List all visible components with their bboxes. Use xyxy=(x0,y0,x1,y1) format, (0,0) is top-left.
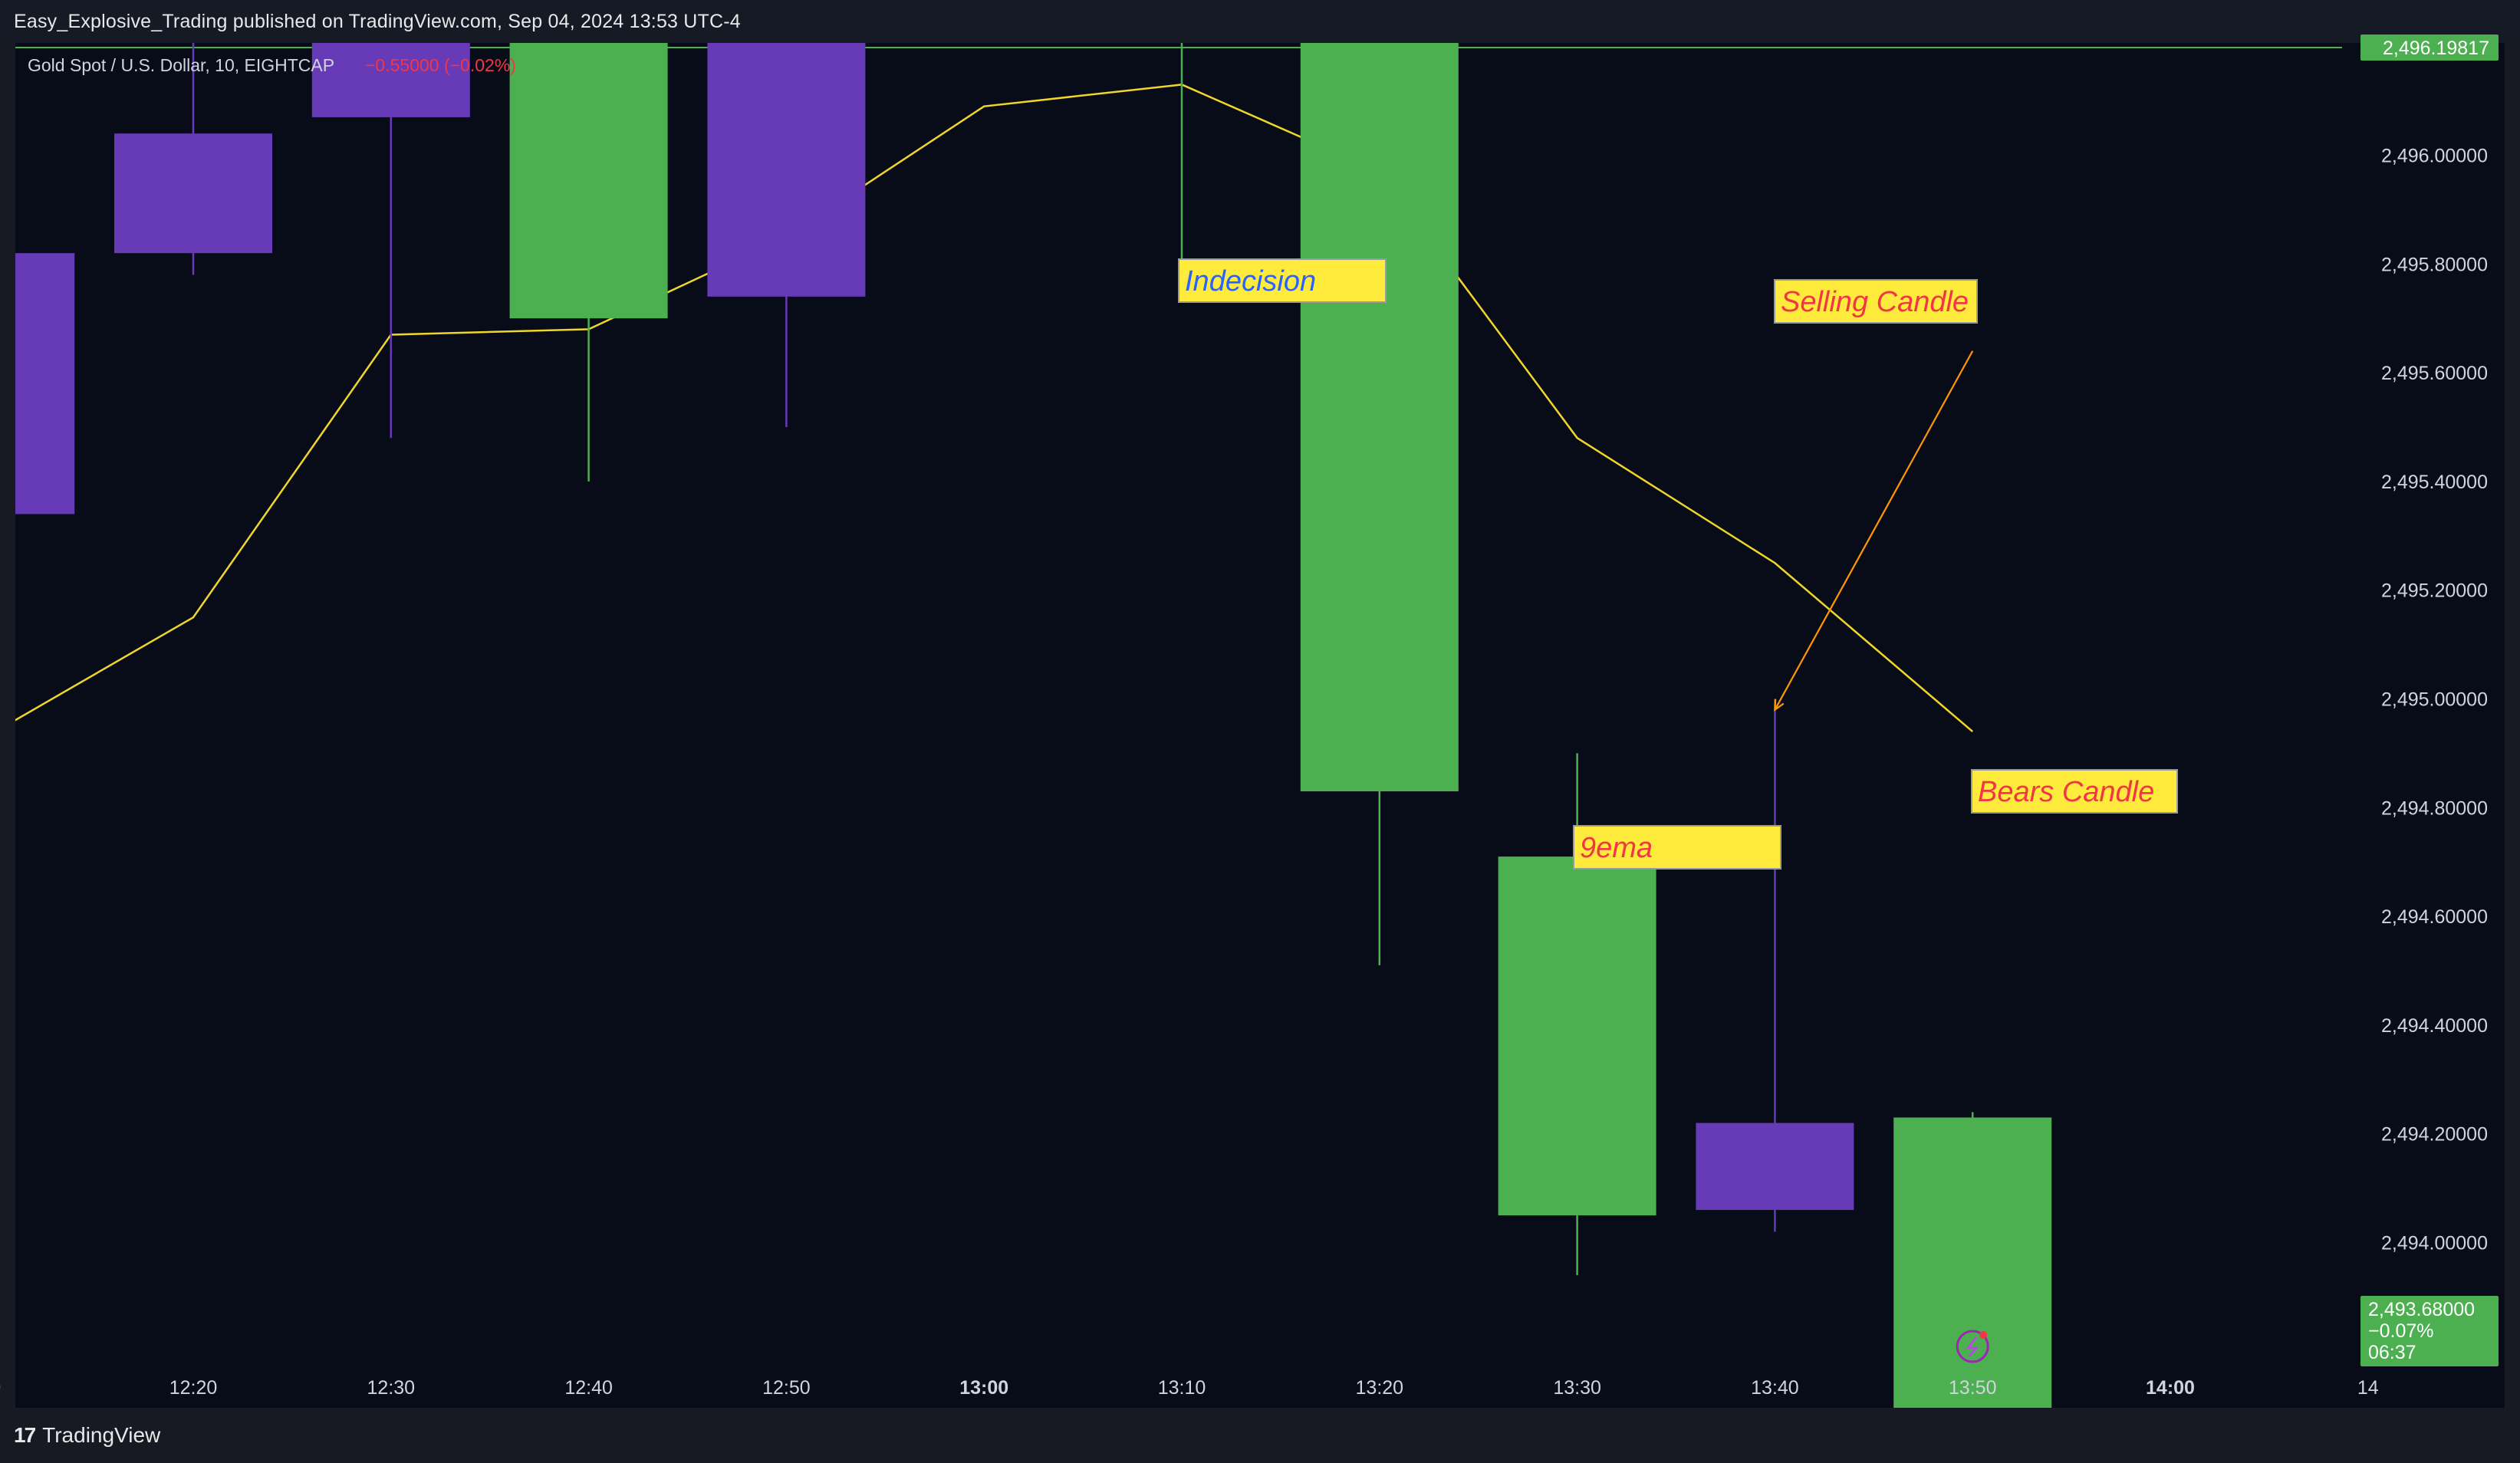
annotation-selling-candle[interactable]: Selling Candle xyxy=(1380,0,1978,324)
price-tick-label: 2,494.80000 xyxy=(2381,797,2488,819)
price-tick-label: 2,495.60000 xyxy=(2381,363,2488,384)
time-tick-label: 0 xyxy=(0,1377,1,1399)
candle-1220[interactable] xyxy=(114,0,272,275)
annotation-text: Indecision xyxy=(1185,265,1316,298)
time-axis[interactable]: 0 12:20 12:30 12:40 12:50 13:00 13:10 13:20 13:3… xyxy=(0,1377,2379,1399)
bottom-bar xyxy=(0,1408,2520,1463)
candle-1240[interactable] xyxy=(509,0,668,482)
tradingview-logo[interactable]: 17 TradingView xyxy=(14,1420,160,1451)
candle-body[interactable] xyxy=(1893,1117,2052,1416)
ema9-line xyxy=(15,84,1974,732)
time-tick-label: 13:40 xyxy=(1751,1377,1799,1399)
candle-body[interactable] xyxy=(114,133,272,254)
price-tick-label: 2,495.00000 xyxy=(2381,689,2488,711)
price-tick-label: 2,494.60000 xyxy=(2381,906,2488,928)
time-tick-label: 12:20 xyxy=(169,1377,218,1399)
candle-1340[interactable] xyxy=(1696,699,1854,1232)
candle-body[interactable] xyxy=(707,0,866,297)
candle-1330[interactable] xyxy=(1498,753,1656,1276)
candle-1210[interactable] xyxy=(0,253,75,515)
annotation-text: Selling Candle xyxy=(1781,286,1969,318)
last-price-value: 2,493.68000 xyxy=(2368,1299,2475,1320)
time-tick-label: 13:20 xyxy=(1356,1377,1404,1399)
candle-1230[interactable] xyxy=(311,0,470,439)
annotation-text: 9ema xyxy=(1580,832,1653,864)
last-price-tag[interactable] xyxy=(2360,1296,2499,1366)
current-price-tag[interactable] xyxy=(2360,34,2499,61)
candle-body[interactable] xyxy=(1300,0,1459,792)
lightning-bolt xyxy=(1966,1336,1979,1358)
candle-1320[interactable] xyxy=(1300,0,1459,965)
time-tick-label: 13:10 xyxy=(1158,1377,1206,1399)
bar-countdown: 06:37 xyxy=(2368,1342,2416,1363)
chart-legend: Gold Spot / U.S. Dollar, 10, EIGHTCAP −0… xyxy=(28,55,516,75)
annotation-arrow xyxy=(1774,350,1974,711)
time-tick-label: 14:00 xyxy=(2146,1377,2195,1399)
price-tick-label: 2,495.80000 xyxy=(2381,254,2488,275)
notification-dot xyxy=(1979,1331,1988,1339)
annotation-indecision[interactable]: Indecision xyxy=(984,0,1387,303)
tradingview-logo-icon: 17 xyxy=(14,1423,36,1447)
price-tick-label: 2,494.00000 xyxy=(2381,1233,2488,1254)
annotation-text: Bears Candle xyxy=(1978,776,2154,808)
candle-body[interactable] xyxy=(311,0,470,117)
candle-1310[interactable] xyxy=(1103,0,1261,265)
time-tick-label: 14 xyxy=(2357,1377,2379,1399)
price-axis[interactable]: 2,493.800002,494.000002,494.200002,494.4… xyxy=(2307,0,2499,1366)
time-tick-label: 12:40 xyxy=(564,1377,613,1399)
time-tick-label: 13:30 xyxy=(1553,1377,1601,1399)
candle-body[interactable] xyxy=(1498,856,1656,1216)
candle-body[interactable] xyxy=(509,0,668,319)
symbol-title: Gold Spot / U.S. Dollar, 10, EIGHTCAP xyxy=(28,55,334,75)
price-change: −0.55000 (−0.02%) xyxy=(365,55,516,75)
top-bar: Easy_Explosive_Trading published on Trad… xyxy=(0,0,2520,43)
last-price-change: −0.07% xyxy=(2368,1320,2434,1342)
candle-body[interactable] xyxy=(1696,1123,1854,1210)
candle-1250[interactable] xyxy=(707,0,866,427)
annotation-box[interactable] xyxy=(1774,279,1978,324)
annotation-box[interactable] xyxy=(1573,825,1781,870)
candle-1350[interactable] xyxy=(1893,1112,2052,1416)
price-tick-label: 2,494.40000 xyxy=(2381,1015,2488,1037)
time-tick-label: 12:30 xyxy=(367,1377,416,1399)
lightning-icon[interactable] xyxy=(1956,1330,1989,1363)
price-tick-label: 2,495.40000 xyxy=(2381,472,2488,493)
current-price-value: 2,496.19817 xyxy=(2383,38,2489,59)
time-tick-label: 13:50 xyxy=(1949,1377,1997,1399)
time-tick-label: 12:50 xyxy=(762,1377,811,1399)
publication-info: Easy_Explosive_Trading published on Trad… xyxy=(14,11,741,32)
time-tick-label: 13:00 xyxy=(959,1377,1008,1399)
annotation-bears-candle[interactable]: Bears Candle xyxy=(1774,350,2178,814)
tradingview-logo-text: TradingView xyxy=(42,1423,161,1447)
annotation-9ema[interactable]: 9ema xyxy=(1573,825,1781,870)
price-tick-label: 2,494.20000 xyxy=(2381,1124,2488,1146)
price-tick-label: 2,496.00000 xyxy=(2381,146,2488,167)
annotation-box[interactable] xyxy=(1971,769,2178,814)
annotation-box[interactable] xyxy=(1178,258,1387,303)
candle-body[interactable] xyxy=(0,253,75,515)
arrow-head xyxy=(1774,699,1785,712)
plot-area: Indecision Selling Candle 9ema Bears Candle xyxy=(0,0,2342,1416)
price-tick-label: 2,495.20000 xyxy=(2381,580,2488,602)
